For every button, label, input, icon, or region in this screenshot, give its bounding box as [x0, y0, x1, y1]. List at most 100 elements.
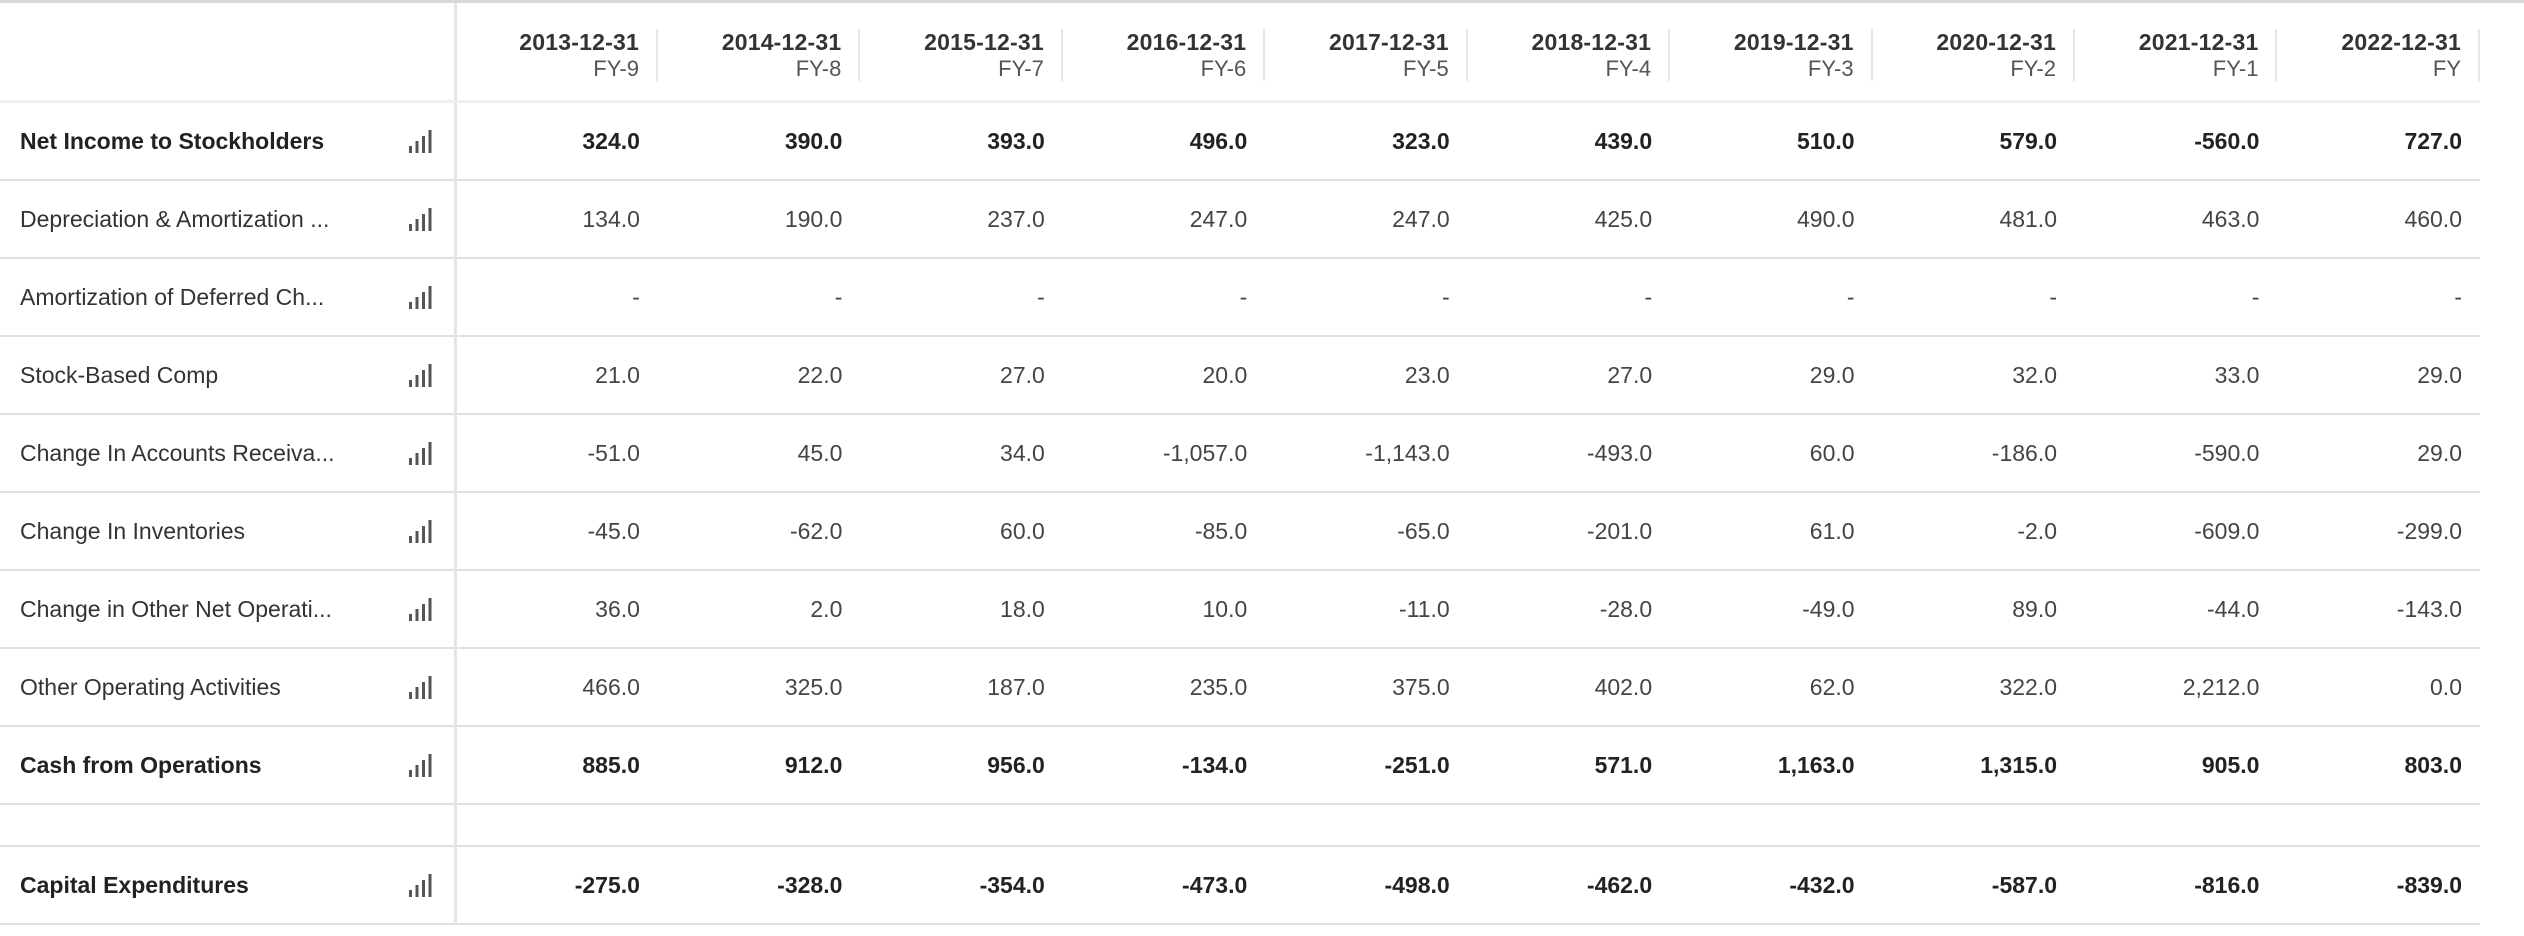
table-row: Stock-Based Comp 21.0 22.0 27.0 20.0 23.0 27.0… — [0, 336, 2480, 415]
value-cell: 20.0 — [1062, 336, 1266, 415]
period-column-header[interactable]: 2014-12-31 FY-8 — [657, 3, 861, 103]
value-cell: -560.0 — [2075, 101, 2278, 181]
value-cell: 61.0 — [1670, 492, 1873, 571]
value-cell: - — [1467, 258, 1671, 337]
table-row: Cash from Operations 885.0 912.0 956.0 -134.… — [0, 726, 2480, 805]
bar-chart-icon[interactable] — [408, 440, 432, 466]
period-column-header[interactable]: 2018-12-31 FY-4 — [1467, 3, 1671, 103]
spacer-cell — [455, 804, 658, 847]
value-cell: - — [860, 258, 1063, 337]
period-date: 2020-12-31 — [1936, 29, 2056, 55]
row-label: Amortization of Deferred Ch... — [20, 284, 325, 311]
value-cell: 322.0 — [1872, 648, 2075, 727]
value-cell: 29.0 — [2277, 336, 2480, 415]
bar-chart-icon[interactable] — [408, 752, 432, 778]
table-row: Net Income to Stockholders 324.0 390.0 393.… — [0, 101, 2480, 181]
period-column-header[interactable]: 2013-12-31 FY-9 — [455, 3, 658, 103]
value-cell: -251.0 — [1265, 726, 1468, 805]
value-cell: -85.0 — [1062, 492, 1266, 571]
value-cell: 912.0 — [657, 726, 861, 805]
fiscal-year-label: FY-6 — [1200, 56, 1247, 81]
row-label-header — [0, 3, 457, 103]
period-column-header[interactable]: 2016-12-31 FY-6 — [1062, 3, 1266, 103]
fiscal-year-label: FY-5 — [1403, 56, 1449, 81]
value-cell: 490.0 — [1670, 180, 1873, 259]
period-column-header[interactable]: 2021-12-31 FY-1 — [2075, 3, 2278, 103]
row-label: Depreciation & Amortization ... — [20, 206, 330, 233]
bar-chart-icon[interactable] — [408, 206, 432, 232]
value-cell: 496.0 — [1062, 101, 1266, 181]
value-cell: -134.0 — [1062, 726, 1266, 805]
value-cell: -432.0 — [1670, 846, 1873, 925]
value-cell: 237.0 — [860, 180, 1063, 259]
bar-chart-icon[interactable] — [408, 596, 432, 622]
fiscal-year-label: FY-1 — [2212, 56, 2259, 81]
value-cell: -587.0 — [1872, 846, 2075, 925]
bar-chart-icon[interactable] — [408, 674, 432, 700]
value-cell: -44.0 — [2075, 570, 2278, 649]
value-cell: -186.0 — [1872, 414, 2075, 493]
value-cell: - — [2277, 258, 2480, 337]
value-cell: 45.0 — [657, 414, 861, 493]
row-label-cell: Other Operating Activities — [0, 648, 457, 727]
fiscal-year-label: FY-4 — [1605, 56, 1652, 81]
fiscal-year-label: FY-8 — [795, 56, 842, 81]
row-label-cell: Change In Inventories — [0, 492, 457, 571]
value-cell: 579.0 — [1872, 101, 2075, 181]
period-column-header[interactable]: 2015-12-31 FY-7 — [860, 3, 1063, 103]
value-cell: 425.0 — [1467, 180, 1671, 259]
value-cell: 463.0 — [2075, 180, 2278, 259]
spacer-cell — [1062, 804, 1266, 847]
row-label: Net Income to Stockholders — [20, 128, 325, 155]
value-cell: 34.0 — [860, 414, 1063, 493]
row-label-cell: Depreciation & Amortization ... — [0, 180, 457, 259]
value-cell: -609.0 — [2075, 492, 2278, 571]
value-cell: -1,057.0 — [1062, 414, 1266, 493]
period-column-header[interactable]: 2022-12-31 FY — [2277, 3, 2480, 103]
period-column-header[interactable]: 2017-12-31 FY-5 — [1265, 3, 1468, 103]
value-cell: 803.0 — [2277, 726, 2480, 805]
value-cell: 956.0 — [860, 726, 1063, 805]
bar-chart-icon[interactable] — [408, 128, 432, 154]
spacer-cell — [1467, 804, 1671, 847]
bar-chart-icon[interactable] — [408, 518, 432, 544]
cash-flow-table: 2013-12-31 FY-9 2014-12-31 FY-8 2015-12-31 FY… — [0, 3, 2480, 925]
value-cell: 187.0 — [860, 648, 1063, 727]
value-cell: 2.0 — [657, 570, 861, 649]
row-label: Other Operating Activities — [20, 674, 281, 701]
period-column-header[interactable]: 2019-12-31 FY-3 — [1670, 3, 1873, 103]
value-cell: 375.0 — [1265, 648, 1468, 727]
bar-chart-icon[interactable] — [408, 362, 432, 388]
value-cell: -590.0 — [2075, 414, 2278, 493]
fiscal-year-label: FY-7 — [998, 56, 1044, 81]
value-cell: -49.0 — [1670, 570, 1873, 649]
period-header-content: 2016-12-31 FY-6 — [1063, 29, 1266, 81]
fiscal-year-label: FY — [2432, 56, 2461, 81]
value-cell: -28.0 — [1467, 570, 1671, 649]
value-cell: -275.0 — [455, 846, 658, 925]
table-row: Amortization of Deferred Ch... - - - - - - - - - - — [0, 258, 2480, 337]
period-date: 2021-12-31 — [2138, 29, 2259, 55]
value-cell: 235.0 — [1062, 648, 1266, 727]
value-cell: 29.0 — [2277, 414, 2480, 493]
value-cell: 393.0 — [860, 101, 1063, 181]
row-label-cell: Capital Expenditures — [0, 846, 457, 925]
value-cell: - — [2075, 258, 2278, 337]
value-cell: 323.0 — [1265, 101, 1468, 181]
value-cell: - — [1872, 258, 2075, 337]
period-column-header[interactable]: 2020-12-31 FY-2 — [1872, 3, 2075, 103]
value-cell: 247.0 — [1265, 180, 1468, 259]
value-cell: -328.0 — [657, 846, 861, 925]
spacer-row — [0, 804, 2480, 847]
bar-chart-icon[interactable] — [408, 872, 432, 898]
row-label-cell: Stock-Based Comp — [0, 336, 457, 415]
value-cell: -462.0 — [1467, 846, 1671, 925]
value-cell: 36.0 — [455, 570, 658, 649]
period-date: 2014-12-31 — [721, 29, 842, 55]
spacer-cell — [2277, 804, 2480, 847]
period-date: 2022-12-31 — [2341, 29, 2461, 55]
table-row: Change In Inventories -45.0 -62.0 60.0 -85.0… — [0, 492, 2480, 571]
table-row: Capital Expenditures -275.0 -328.0 -354.0 -4… — [0, 846, 2480, 925]
period-header-content: 2014-12-31 FY-8 — [658, 29, 861, 81]
bar-chart-icon[interactable] — [408, 284, 432, 310]
